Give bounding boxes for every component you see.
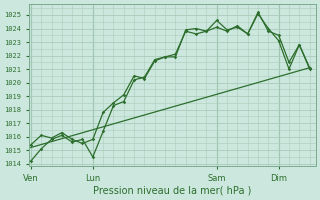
X-axis label: Pression niveau de la mer( hPa ): Pression niveau de la mer( hPa ) xyxy=(93,186,252,196)
